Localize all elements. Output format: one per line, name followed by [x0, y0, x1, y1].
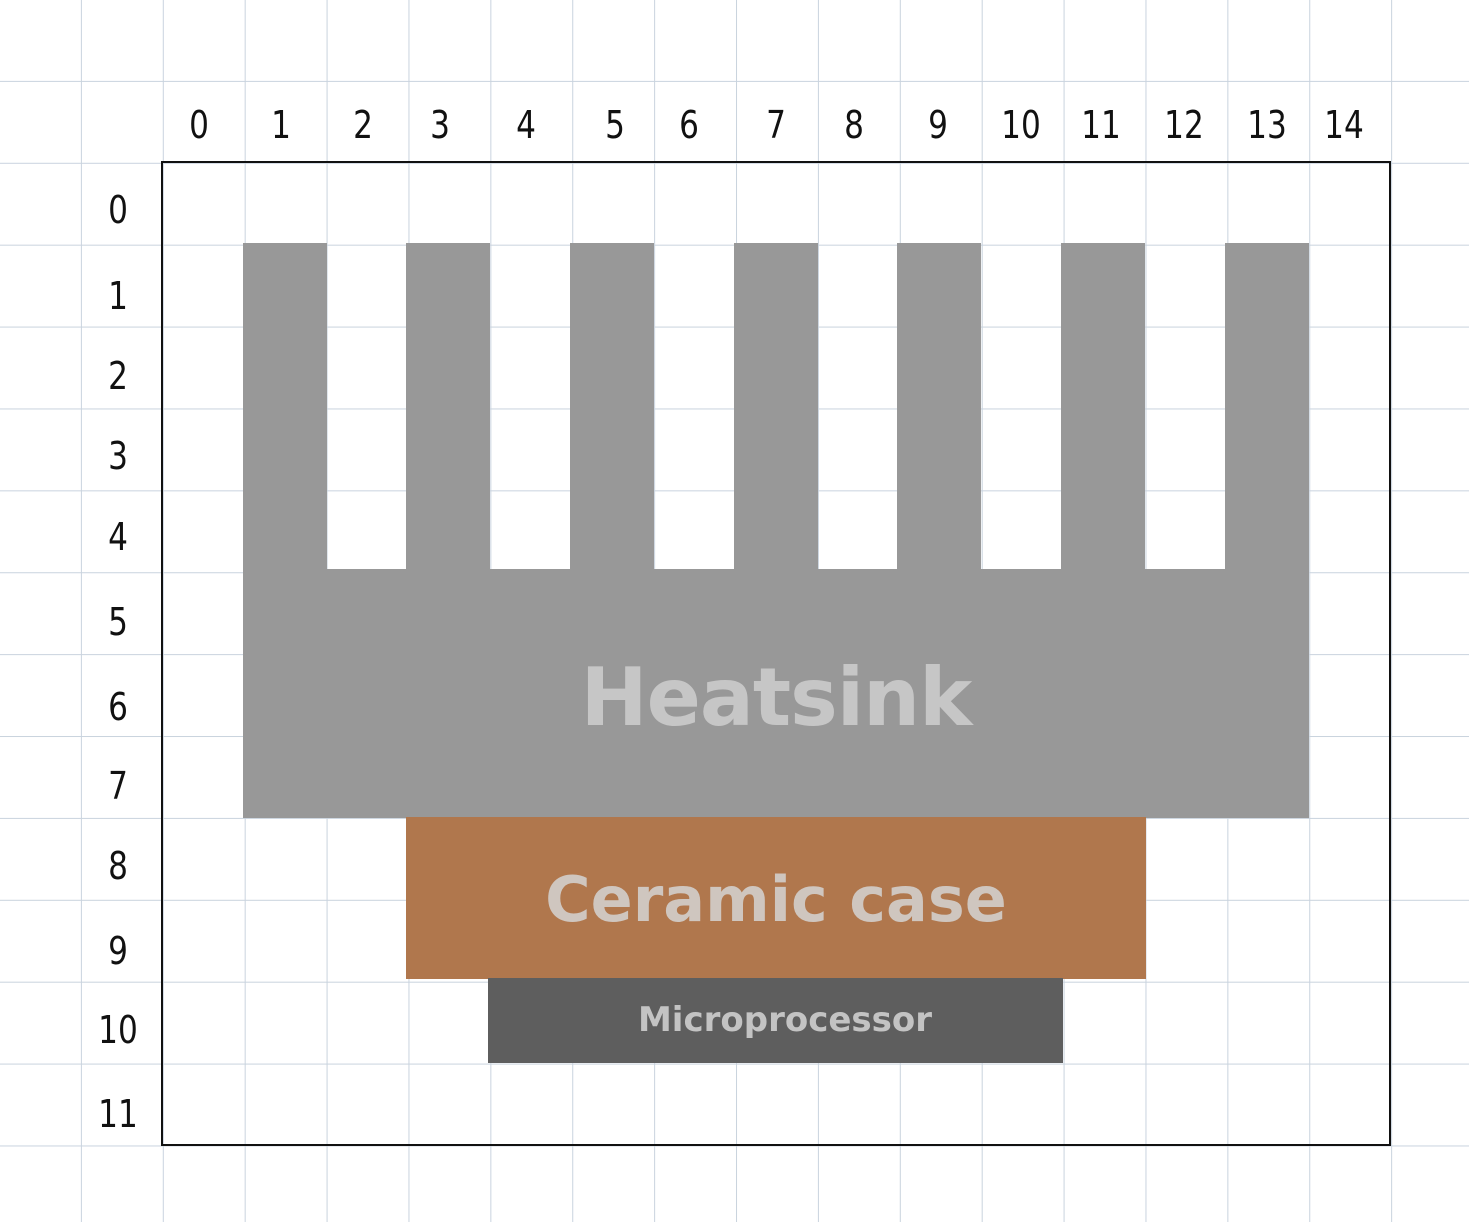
column-label-13: 13 [1247, 103, 1287, 147]
heatsink-fin [570, 243, 654, 573]
row-label-2: 2 [108, 354, 128, 398]
row-label-7: 7 [108, 764, 128, 808]
column-label-9: 9 [928, 103, 948, 147]
heatsink-fin [1225, 243, 1309, 573]
column-label-1: 1 [271, 103, 291, 147]
heatsink-fin [1061, 243, 1145, 573]
column-label-2: 2 [353, 103, 373, 147]
heatsink-fin [897, 243, 981, 573]
ceramic-case [406, 817, 1146, 979]
row-label-1: 1 [108, 274, 128, 318]
microprocessor [488, 978, 1063, 1063]
row-label-11: 11 [98, 1092, 138, 1136]
microprocessor-label: Microprocessor [637, 1000, 933, 1040]
column-label-0: 0 [189, 103, 209, 147]
row-label-3: 3 [108, 434, 128, 478]
heatsink-label: Heatsink [580, 651, 973, 744]
row-label-4: 4 [108, 515, 128, 559]
column-label-5: 5 [605, 103, 625, 147]
column-label-8: 8 [844, 103, 864, 147]
row-label-10: 10 [98, 1008, 138, 1052]
row-label-8: 8 [108, 844, 128, 888]
diagram-frame [161, 161, 1391, 1146]
column-label-4: 4 [516, 103, 536, 147]
column-label-6: 6 [679, 103, 699, 147]
column-label-7: 7 [766, 103, 786, 147]
ceramic-case-label: Ceramic case [545, 863, 1007, 936]
heatsink-fin [243, 243, 327, 573]
column-label-11: 11 [1081, 103, 1121, 147]
row-label-6: 6 [108, 685, 128, 729]
heatsink-fin [734, 243, 818, 573]
row-label-9: 9 [108, 929, 128, 973]
column-label-12: 12 [1164, 103, 1204, 147]
row-label-5: 5 [108, 600, 128, 644]
column-label-14: 14 [1324, 103, 1364, 147]
heatsink-fin [406, 243, 490, 573]
column-label-3: 3 [430, 103, 450, 147]
heatsink-base [243, 569, 1309, 818]
column-label-10: 10 [1001, 103, 1041, 147]
row-label-0: 0 [108, 188, 128, 232]
